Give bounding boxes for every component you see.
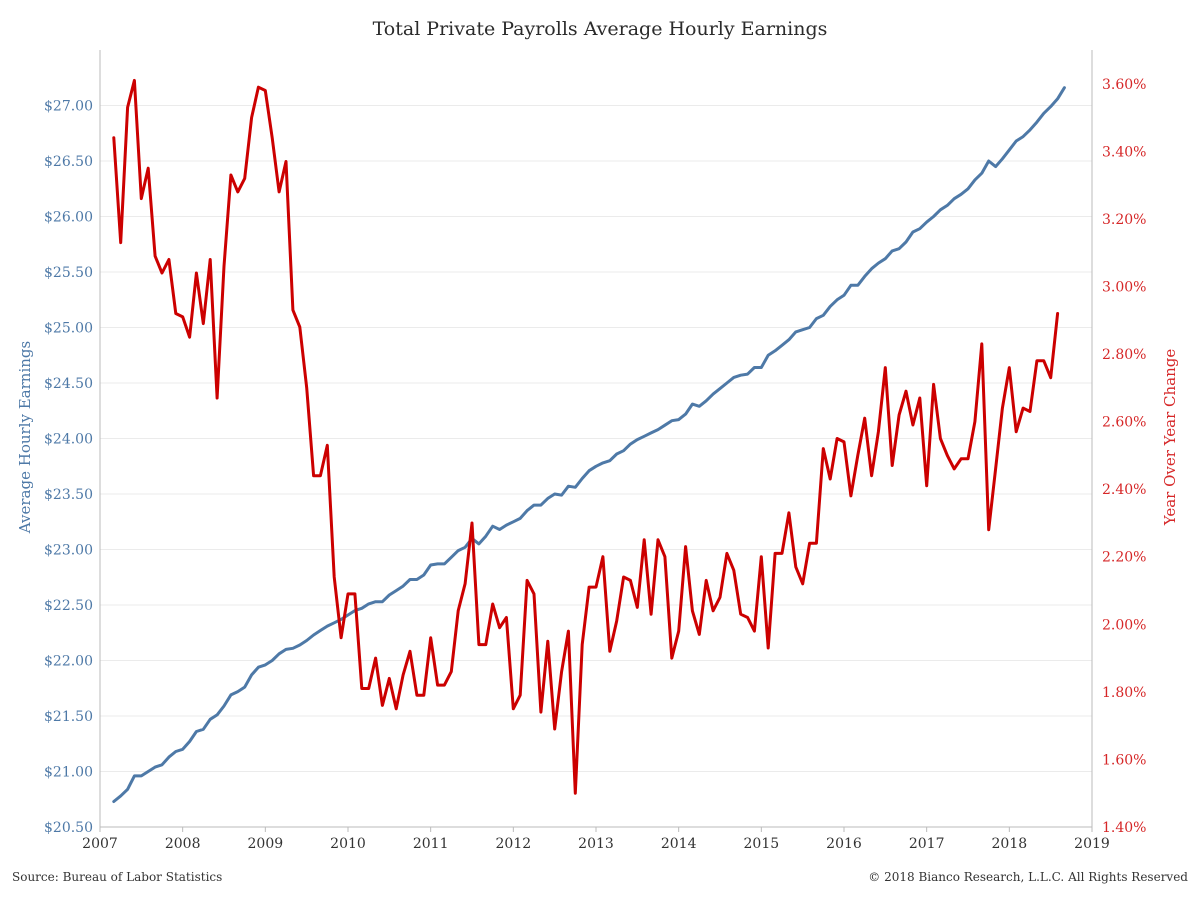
x-tick-label: 2011 — [413, 836, 449, 852]
series-lines — [112, 78, 1066, 803]
left-tick-label: $23.00 — [44, 543, 93, 559]
x-axis-ticks: 2007 2008 2009 2010 2011 2012 2013 2014 2015 2016… — [82, 827, 1110, 852]
right-tick-label: 2.00% — [1102, 617, 1146, 633]
right-tick-label: 1.80% — [1102, 685, 1146, 701]
x-tick-label: 2008 — [165, 836, 201, 852]
right-tick-label: 1.60% — [1102, 752, 1146, 768]
right-tick-label: 3.00% — [1102, 279, 1146, 295]
left-tick-label: $24.50 — [44, 376, 93, 392]
right-tick-label: 2.20% — [1102, 550, 1146, 566]
x-tick-label: 2007 — [82, 836, 118, 852]
left-tick-label: $21.50 — [44, 709, 93, 725]
left-tick-label: $25.50 — [44, 265, 93, 281]
gridlines — [100, 105, 1092, 828]
right-tick-label: 1.40% — [1102, 820, 1146, 836]
x-tick-label: 2013 — [578, 836, 614, 852]
right-tick-label: 2.40% — [1102, 482, 1146, 498]
left-tick-label: $25.00 — [44, 321, 93, 337]
left-tick-label: $26.00 — [44, 210, 93, 226]
x-tick-label: 2015 — [744, 836, 780, 852]
yoy-series-line — [112, 78, 1060, 795]
right-tick-label: 3.20% — [1102, 212, 1146, 228]
x-tick-label: 2010 — [330, 836, 366, 852]
copyright-note: © 2018 Bianco Research, L.L.C. All Right… — [868, 870, 1188, 884]
source-note: Source: Bureau of Labor Statistics — [12, 870, 223, 884]
left-tick-label: $22.00 — [44, 654, 93, 670]
x-tick-label: 2017 — [909, 836, 945, 852]
x-tick-label: 2014 — [661, 836, 697, 852]
right-tick-label: 3.40% — [1102, 144, 1146, 160]
left-tick-label: $24.00 — [44, 432, 93, 448]
x-tick-label: 2009 — [248, 836, 284, 852]
right-tick-label: 2.60% — [1102, 415, 1146, 431]
right-axis-title: Year Over Year Change — [1161, 349, 1179, 527]
left-tick-label: $20.50 — [44, 820, 93, 836]
right-tick-label: 2.80% — [1102, 347, 1146, 363]
x-tick-label: 2019 — [1074, 836, 1110, 852]
x-tick-label: 2018 — [992, 836, 1028, 852]
right-axis-ticks: 1.40% 1.60% 1.80% 2.00% 2.20% 2.40% 2.60% 2.80%… — [1102, 77, 1146, 836]
left-tick-label: $21.00 — [44, 765, 93, 781]
left-tick-label: $22.50 — [44, 598, 93, 614]
earnings-series-line — [112, 86, 1066, 803]
x-tick-label: 2016 — [826, 836, 862, 852]
left-tick-label: $23.50 — [44, 487, 93, 503]
x-tick-label: 2012 — [496, 836, 532, 852]
left-axis-ticks: $20.50 $21.00 $21.50 $22.00 $22.50 $23.00 $23.… — [44, 99, 93, 837]
chart-title: Total Private Payrolls Average Hourly Ea… — [372, 18, 828, 40]
left-tick-label: $27.00 — [44, 99, 93, 115]
left-tick-label: $26.50 — [44, 154, 93, 170]
right-tick-label: 3.60% — [1102, 77, 1146, 93]
left-axis-title: Average Hourly Earnings — [16, 341, 34, 534]
